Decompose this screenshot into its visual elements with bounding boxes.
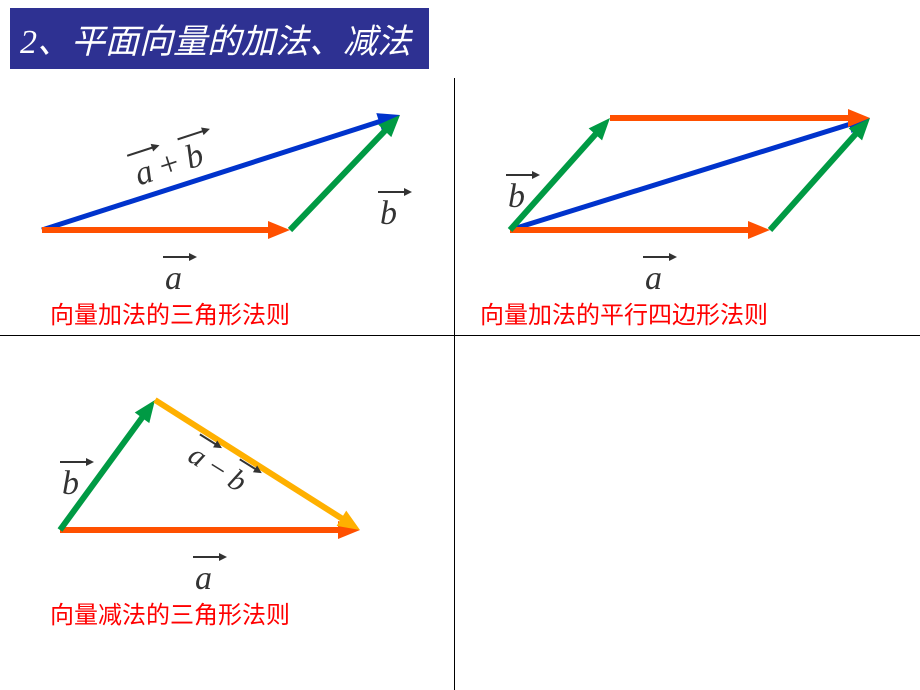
panel3-caption: 向量减法的三角形法则 (50, 595, 290, 630)
panel1-label-a: a (165, 260, 182, 298)
panel1-caption: 向量加法的三角形法则 (50, 295, 290, 330)
panel3-label-a: a (195, 560, 212, 598)
vector-canvas (0, 0, 920, 690)
panel2-label-b: b (508, 178, 525, 216)
panel3-label-b: b (62, 465, 79, 503)
panel2-label-a: a (645, 260, 662, 298)
panel1-label-b: b (380, 195, 397, 233)
panel2-caption: 向量加法的平行四边形法则 (480, 295, 768, 330)
